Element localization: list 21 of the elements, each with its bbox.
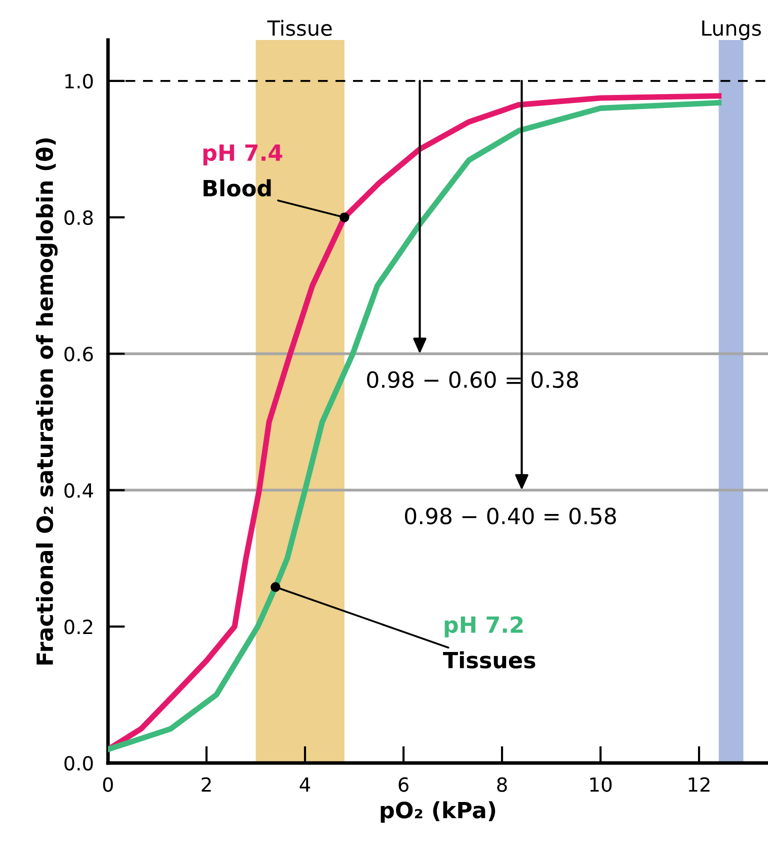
y-tick-label: 1.0 bbox=[65, 74, 93, 89]
y-tick-label: 0.4 bbox=[64, 483, 94, 498]
band-label: Lungs bbox=[702, 20, 761, 40]
x-tick-label: 2 bbox=[202, 777, 211, 792]
x-axis-title: pO₂ (kPa) bbox=[380, 801, 496, 823]
y-axis-title: Fractional O₂ saturation of hemoglobin (θ) bbox=[36, 138, 58, 664]
annotation: Blood bbox=[204, 179, 271, 197]
x-tick-label: 4 bbox=[300, 777, 310, 792]
y-tick-label: 0.6 bbox=[64, 346, 93, 362]
annotation: 0.98 − 0.40 = 0.58 bbox=[404, 508, 616, 524]
band-label: Tissue bbox=[267, 20, 332, 36]
x-tick-label: 10 bbox=[590, 777, 612, 792]
y-tick-label: 0.2 bbox=[64, 620, 92, 634]
text: pH 7.2 bbox=[444, 616, 523, 638]
x-tick-label: 12 bbox=[688, 777, 710, 792]
y-tick-label: 0.8 bbox=[64, 210, 93, 226]
y-tick-label: 0.0 bbox=[64, 756, 93, 771]
annotation: Tissues bbox=[443, 651, 536, 668]
x-tick-label: 8 bbox=[497, 777, 507, 792]
x-tick-label: 6 bbox=[398, 777, 408, 792]
x-tick-label: 0 bbox=[103, 777, 113, 792]
